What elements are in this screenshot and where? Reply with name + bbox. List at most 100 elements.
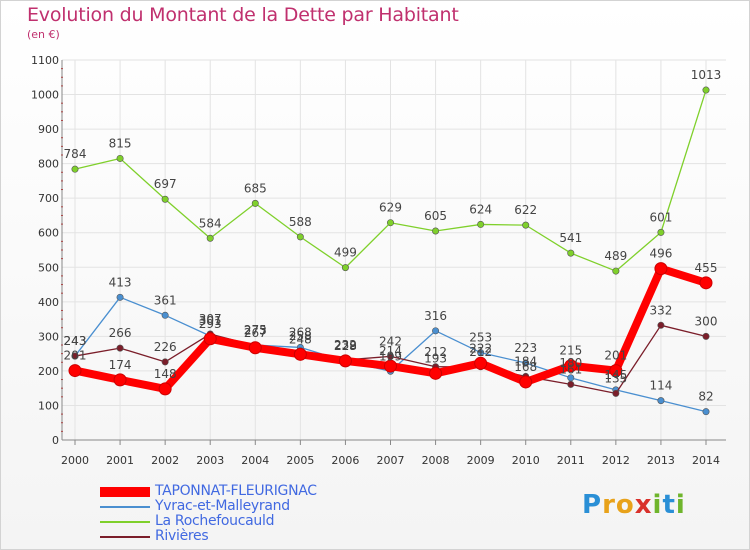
- data-label: 275: [244, 323, 267, 337]
- data-point: [657, 321, 665, 329]
- y-tick-label: 0: [52, 434, 59, 447]
- data-label: 455: [695, 261, 718, 275]
- x-tick-label: 2008: [422, 454, 450, 467]
- data-label: 258: [289, 329, 312, 343]
- data-point: [564, 359, 578, 373]
- data-label: 268: [289, 325, 312, 339]
- data-label: 541: [559, 231, 582, 245]
- x-tick-label: 2012: [602, 454, 630, 467]
- data-point: [203, 332, 217, 346]
- data-label: 174: [109, 358, 132, 372]
- data-label: 114: [649, 379, 672, 393]
- data-label: 161: [559, 362, 582, 376]
- x-tick-label: 2007: [377, 454, 405, 467]
- data-point: [251, 199, 259, 207]
- data-label: 266: [109, 326, 132, 340]
- data-label: 201: [64, 349, 87, 363]
- y-tick-label: 200: [38, 365, 59, 378]
- legend: TAPONNAT-FLEURIGNAC Yvrac-et-Malleyrand …: [100, 483, 400, 544]
- data-label: 145: [604, 368, 627, 382]
- data-label: 215: [559, 344, 582, 358]
- y-tick-label: 800: [38, 158, 59, 171]
- legend-swatch: [100, 487, 150, 497]
- data-label: 588: [289, 215, 312, 229]
- data-point: [161, 195, 169, 203]
- y-tick-label: 500: [38, 261, 59, 274]
- x-tick-label: 2001: [106, 454, 134, 467]
- y-tick-label: 400: [38, 296, 59, 309]
- data-label: 243: [64, 334, 87, 348]
- data-label: 267: [244, 326, 267, 340]
- legend-label: Yvrac-et-Malleyrand: [155, 498, 290, 514]
- data-point: [68, 364, 82, 378]
- legend-item: La Rochefoucauld: [100, 513, 400, 529]
- data-label: 316: [424, 309, 447, 323]
- legend-item: TAPONNAT-FLEURIGNAC: [100, 483, 400, 499]
- data-point: [432, 327, 440, 335]
- y-tick-label: 100: [38, 399, 59, 412]
- x-tick-label: 2005: [286, 454, 314, 467]
- data-label: 228: [334, 339, 357, 353]
- data-label: 201: [604, 349, 627, 363]
- data-label: 1013: [691, 68, 722, 82]
- data-label: 293: [199, 317, 222, 331]
- data-label: 212: [469, 345, 492, 359]
- legend-item: Rivières: [100, 528, 400, 544]
- x-tick-label: 2014: [692, 454, 720, 467]
- data-label: 223: [514, 341, 537, 355]
- data-label: 273: [244, 324, 267, 338]
- data-point: [702, 86, 710, 94]
- data-point: [161, 311, 169, 319]
- data-label: 496: [649, 247, 672, 261]
- data-point: [609, 364, 623, 378]
- data-point: [386, 219, 394, 227]
- y-tick-label: 600: [38, 227, 59, 240]
- data-point: [116, 293, 124, 301]
- data-point: [702, 332, 710, 340]
- proxiti-logo: Proxiti: [582, 490, 686, 520]
- legend-label: Rivières: [155, 528, 209, 544]
- data-label: 184: [514, 354, 537, 368]
- data-point: [477, 349, 485, 357]
- legend-swatch: [100, 536, 150, 538]
- data-label: 229: [334, 339, 357, 353]
- data-point: [161, 358, 169, 366]
- data-point: [384, 359, 397, 373]
- data-label: 300: [695, 314, 718, 328]
- data-label: 815: [109, 136, 132, 150]
- data-point: [612, 389, 620, 397]
- data-point: [699, 276, 713, 290]
- legend-item: Yvrac-et-Malleyrand: [100, 498, 400, 514]
- x-tick-label: 2000: [61, 454, 89, 467]
- x-tick-label: 2002: [151, 454, 179, 467]
- data-label: 605: [424, 209, 447, 223]
- data-label: 499: [334, 246, 357, 260]
- data-label: 784: [64, 147, 87, 161]
- data-label: 253: [469, 331, 492, 345]
- data-label: 232: [334, 338, 357, 352]
- data-label: 222: [469, 341, 492, 355]
- data-label: 584: [199, 216, 222, 230]
- data-label: 243: [64, 334, 87, 348]
- legend-label: TAPONNAT-FLEURIGNAC: [155, 483, 317, 499]
- x-tick-label: 2010: [512, 454, 540, 467]
- data-point: [296, 233, 304, 241]
- data-point: [116, 344, 124, 352]
- data-point: [474, 356, 488, 370]
- data-label: 135: [604, 371, 627, 385]
- data-label: 193: [424, 351, 447, 365]
- data-point: [293, 347, 307, 361]
- data-point: [71, 352, 79, 360]
- data-point: [657, 228, 665, 236]
- data-point: [248, 341, 262, 355]
- data-label: 622: [514, 203, 537, 217]
- data-point: [429, 366, 443, 380]
- data-point: [71, 165, 79, 173]
- data-label: 248: [289, 332, 312, 346]
- data-label: 332: [649, 303, 672, 317]
- chart-subtitle: (en €): [27, 28, 60, 41]
- data-label: 199: [379, 349, 402, 363]
- data-point: [519, 375, 533, 389]
